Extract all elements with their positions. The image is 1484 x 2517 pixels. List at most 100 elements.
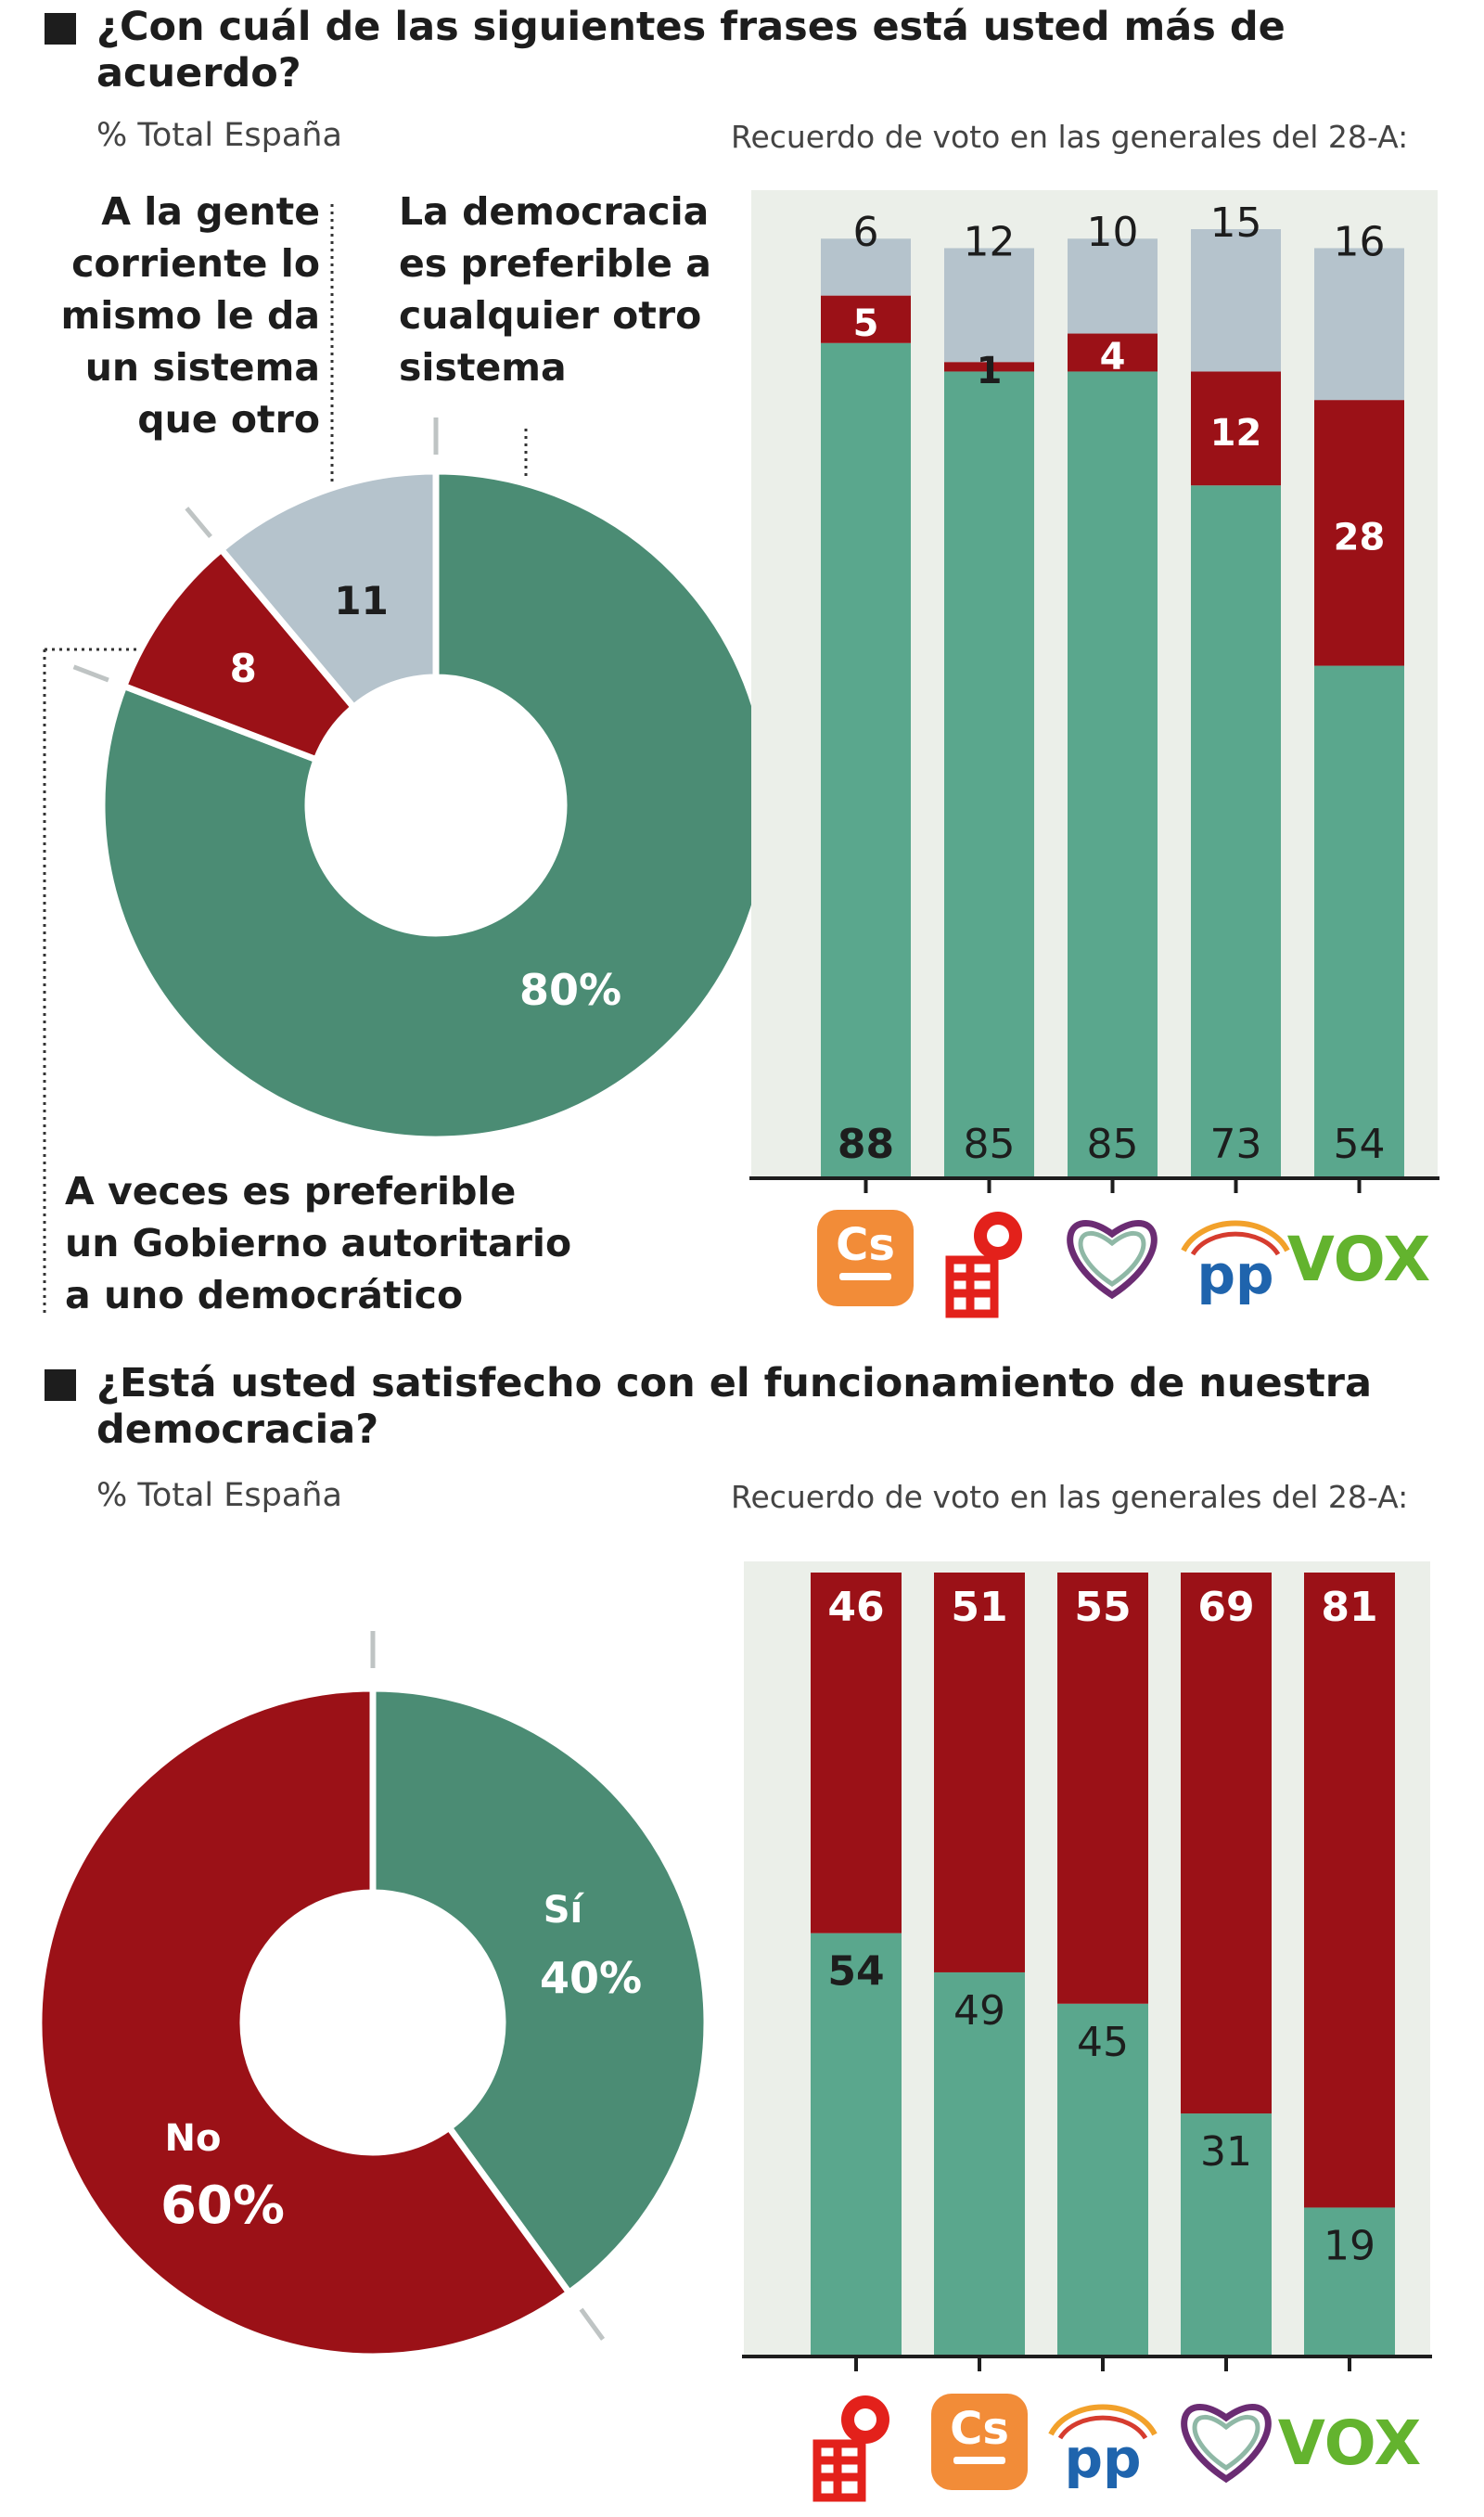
bar-label-same: 12 [964, 218, 1016, 265]
bar-label-si: 19 [1324, 2222, 1375, 2269]
bar-label-authoritarian: 4 [1100, 336, 1126, 379]
podemos-heart-icon [1067, 1220, 1158, 1300]
q1-subtitle-left: % Total España [96, 117, 342, 154]
bar-label-authoritarian: 1 [977, 350, 1003, 392]
bar-segment-authoritarian [944, 362, 1034, 372]
q2-bars: 46 54 51 49 55 45 69 31 81 19 [811, 1573, 1395, 2356]
donut-slice-no [35, 1685, 574, 2360]
bar-label-democracy: 54 [1334, 1121, 1386, 1168]
bar-label-democracy: 73 [1210, 1121, 1262, 1168]
bar-label-no: 51 [951, 1584, 1007, 1631]
q1-subtitle-right: Recuerdo de voto en las generales del 28… [731, 119, 1409, 155]
bar-segment-same [1068, 238, 1158, 334]
bar-label-si: 45 [1077, 2019, 1129, 2066]
bar-label-authoritarian: 28 [1334, 516, 1386, 559]
cs-logo-text: Cs [950, 2403, 1009, 2455]
donut-slice-si [369, 1685, 710, 2298]
bar-label-authoritarian: 5 [853, 302, 879, 345]
cs-logo-underline [953, 2457, 1005, 2464]
bar-label-no: 81 [1321, 1584, 1377, 1631]
label-authoritarian-line: a uno democrático [65, 1273, 464, 1317]
bar-label-democracy: 85 [1087, 1121, 1139, 1168]
q2-subtitle-right: Recuerdo de voto en las generales del 28… [731, 1479, 1409, 1515]
bar-segment-si [811, 1933, 902, 2356]
bar-segment-same [1191, 229, 1281, 372]
bar-label-same: 15 [1210, 199, 1262, 247]
label-democracy-line: La democracia [399, 189, 710, 234]
bar-segment-same [821, 238, 911, 296]
donut-slice-same [216, 468, 440, 713]
psoe-fist-icon [945, 1255, 999, 1318]
psoe-rose-center-icon [987, 1225, 1009, 1247]
vox-logo-text: VOX [1287, 1224, 1431, 1295]
bar-segment-democracy [821, 342, 911, 1178]
bar-label-no: 46 [827, 1584, 884, 1631]
q1-chart-svg: 80% 8 11 88 5 6 85 1 12 85 4 10 73 12 15 54 28 16 Cs pp VO… [43, 190, 1439, 1318]
q2-logos: Cs pp VOX [812, 2394, 1421, 2502]
q1-bars: 88 5 6 85 1 12 85 4 10 73 12 15 54 28 16 [821, 199, 1404, 1178]
bar-segment-same [944, 248, 1034, 363]
q1-bullet-square [45, 13, 76, 45]
q2-bullet-square [45, 1369, 76, 1401]
pp-arc-icon [1190, 1231, 1281, 1256]
label-democracy-preferable: La democracia es preferible a cualquier … [399, 186, 770, 393]
donut-label: 11 [334, 578, 388, 623]
cs-logo-icon [817, 1210, 914, 1306]
bar-segment-si [1304, 2207, 1395, 2356]
pp-arc-icon [1048, 2404, 1158, 2436]
label-authoritarian-line: A veces es preferible [65, 1169, 517, 1214]
podemos-heart-icon [1181, 2404, 1272, 2484]
q2-ticks [854, 2356, 1351, 2371]
donut-label-no: 60% [160, 2176, 285, 2236]
q2-donut: Sí 40% No 60% [35, 1631, 710, 2360]
bar-segment-authoritarian [821, 295, 911, 343]
donut-category-si: Sí [544, 1889, 585, 1932]
label-democracy-line: sistema [399, 345, 567, 390]
bar-label-same: 16 [1334, 218, 1386, 265]
cs-logo-text: Cs [836, 1219, 895, 1271]
pp-arc-icon [1057, 2415, 1148, 2440]
donut-boundary-tick [185, 507, 212, 539]
pp-logo-text: pp [1196, 1243, 1273, 1306]
q2-chart-svg: Sí 40% No 60% 46 54 51 49 55 45 69 31 81 19 Cs pp VOX [35, 1561, 1432, 2502]
bar-label-same: 10 [1087, 209, 1139, 256]
bar-segment-authoritarian [1314, 400, 1404, 666]
label-same-line: corriente lo [71, 241, 320, 286]
bar-label-democracy: 88 [838, 1121, 894, 1168]
bar-segment-no [1304, 1573, 1395, 2208]
podemos-heart-inner-icon [1192, 2414, 1260, 2471]
bar-label-si: 54 [827, 1948, 884, 1996]
bar-segment-si [1181, 2113, 1272, 2356]
bar-label-si: 31 [1200, 2128, 1252, 2176]
cs-logo-icon [931, 2394, 1028, 2490]
donut-category-no: No [165, 2117, 222, 2160]
bar-label-democracy: 85 [964, 1121, 1016, 1168]
bar-segment-no [1057, 1573, 1148, 2004]
donut-label: 8 [230, 646, 257, 691]
donut-boundary-tick [72, 664, 109, 683]
bar-segment-no [1181, 1573, 1272, 2114]
q2-subtitle-left: % Total España [96, 1477, 342, 1514]
label-same-line: que otro [137, 397, 320, 442]
donut-label-si: 40% [540, 1953, 642, 2003]
pp-logo-text: pp [1064, 2427, 1141, 2490]
cs-logo-underline [839, 1273, 891, 1280]
pp-arc-icon [1181, 1220, 1290, 1252]
bar-label-authoritarian: 12 [1210, 412, 1262, 455]
q2-title-text: ¿Está usted satisfecho con el funcionami… [96, 1360, 1372, 1453]
bar-segment-si [1057, 2003, 1148, 2356]
q1-title-text: ¿Con cuál de las siguientes frases está … [96, 4, 1286, 96]
label-same-line: mismo le da [60, 293, 321, 338]
q1-donut: 80% 8 11 [72, 417, 774, 1143]
label-same-line: un sistema [84, 345, 320, 390]
bar-segment-same [1314, 248, 1404, 401]
bar-segment-no [811, 1573, 902, 1933]
podemos-heart-inner-icon [1078, 1230, 1146, 1287]
donut-boundary-tick [579, 2307, 606, 2341]
psoe-rose-center-icon [854, 2408, 876, 2431]
label-authoritarian-line: un Gobierno autoritario [65, 1221, 572, 1265]
bar-label-same: 6 [853, 209, 879, 256]
bar-segment-authoritarian [1068, 333, 1158, 372]
q1-logos: Cs pp VOX [817, 1210, 1431, 1318]
label-same-system: A la gente corriente lo mismo le da un s… [37, 186, 321, 445]
